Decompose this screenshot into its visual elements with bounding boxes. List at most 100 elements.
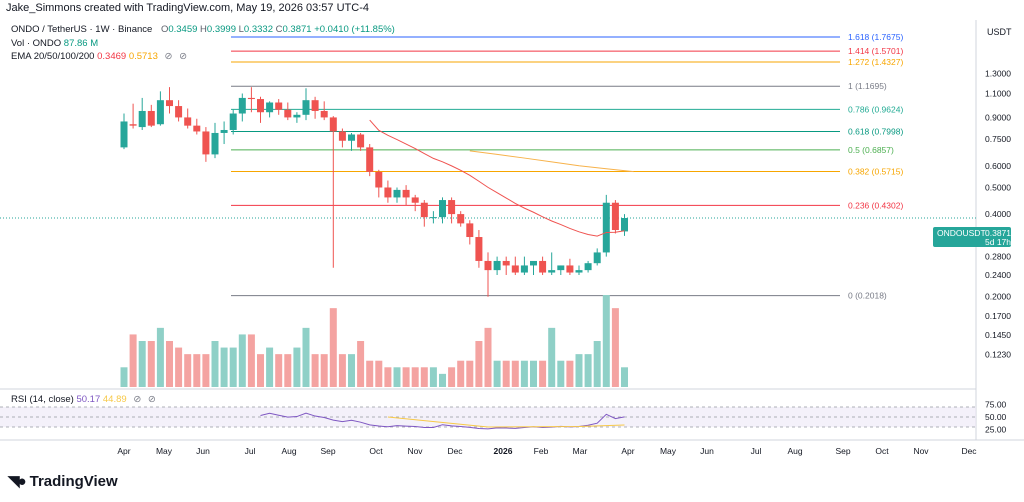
candle-body (338, 131, 346, 141)
attribution-header: Jake_Simmons created with TradingView.co… (6, 2, 369, 14)
candle-body (166, 100, 173, 107)
volume-bar (320, 354, 328, 387)
volume-bar (557, 360, 565, 387)
volume-bar (247, 334, 255, 387)
ema-value-b: 0.5713 (128, 51, 158, 62)
candle-body (357, 134, 365, 148)
x-tick-label: Aug (281, 446, 296, 456)
x-tick-label: Nov (407, 446, 423, 456)
y-tick-label: 0.9000 (985, 112, 1011, 122)
x-tick-label: Apr (621, 446, 634, 456)
high-value: 0.3999 (206, 24, 236, 35)
fib-level-label: 0 (0.2018) (848, 291, 887, 301)
candle-body (493, 260, 501, 271)
volume-label[interactable]: Vol · ONDO (11, 38, 62, 49)
volume-bar (257, 354, 264, 387)
candle-body (448, 200, 456, 215)
volume-bar (175, 347, 183, 387)
last-price-tag: ONDOUSDT 0.3871 5d 17h (933, 227, 1011, 247)
candle-body (539, 260, 547, 273)
fib-level-label: 0.236 (0.4302) (848, 200, 903, 210)
volume-bar (302, 327, 310, 387)
y-tick-label: 0.1450 (985, 330, 1011, 340)
y-tick-label: 0.2800 (985, 252, 1011, 262)
x-tick-label: Dec (961, 446, 977, 456)
fib-level-label: 0.618 (0.7998) (848, 126, 903, 136)
volume-bar (375, 360, 383, 387)
price-tag-symbol: ONDOUSDT (937, 228, 986, 238)
volume-bar (166, 341, 173, 387)
x-tick-label: Jul (751, 446, 762, 456)
volume-bar (156, 327, 164, 387)
candle-body (457, 214, 465, 224)
candle-body (530, 260, 537, 266)
candle-body (502, 260, 510, 266)
ema-value-a: 0.3469 (97, 51, 127, 62)
candle-body (348, 134, 355, 141)
volume-bar (411, 367, 419, 387)
volume-bar (211, 341, 219, 387)
candle-body (247, 97, 255, 100)
candle-body (329, 117, 337, 132)
settings-icon[interactable]: ⊘ (179, 51, 188, 62)
high-label: H (200, 24, 207, 35)
y-tick-label: 0.6000 (985, 161, 1011, 171)
rsi-legend: RSI (14, close) 50.17 44.89 ⊘ ⊘ (11, 394, 156, 405)
candle-body (211, 132, 219, 155)
fib-level-label: 1.414 (1.5701) (848, 46, 903, 56)
volume-bar (611, 308, 619, 387)
candle-body (202, 131, 210, 155)
rsi-tick-label: 75.00 (985, 400, 1007, 410)
volume-bar (429, 367, 437, 387)
volume-bar (393, 367, 401, 387)
ema-label[interactable]: EMA 20/50/100/200 (11, 51, 95, 62)
fib-level-label: 0.5 (0.6857) (848, 145, 894, 155)
x-tick-label: Dec (447, 446, 463, 456)
candle-body (511, 265, 519, 273)
volume-bar (147, 341, 155, 387)
volume-bar (575, 354, 583, 387)
candle-body (439, 200, 446, 218)
rsi-settings-icon[interactable]: ⊘ (147, 394, 156, 405)
fib-level-label: 1.618 (1.7675) (848, 32, 903, 42)
rsi-label[interactable]: RSI (14, close) (11, 394, 74, 405)
candle-body (420, 202, 428, 218)
tradingview-logo-icon: ◥● (8, 473, 27, 490)
tradingview-footer[interactable]: ◥● TradingView (8, 472, 118, 491)
volume-bar (329, 308, 337, 387)
x-tick-label: Jun (700, 446, 714, 456)
candle-body (548, 270, 556, 273)
symbol-name[interactable]: ONDO / TetherUS · 1W · Binance (11, 24, 153, 35)
candle-body (302, 100, 310, 115)
y-tick-label: 0.5000 (985, 182, 1011, 192)
candle-body (466, 223, 474, 238)
volume-bar (493, 360, 501, 387)
volume-bar (184, 354, 192, 387)
y-tick-label: 0.4000 (985, 209, 1011, 219)
candle-body (602, 202, 610, 253)
fib-level-label: 0.786 (0.9624) (848, 104, 903, 114)
candle-body (284, 109, 292, 118)
currency-label[interactable]: USDT (987, 27, 1012, 37)
volume-bar (466, 360, 474, 387)
volume-legend: Vol · ONDO 87.86 M (11, 38, 98, 49)
volume-bar (548, 327, 556, 387)
rsi-tick-label: 25.00 (985, 425, 1007, 435)
candle-body (320, 110, 328, 118)
candle-body (266, 102, 274, 113)
volume-bar (311, 354, 319, 387)
candle-body (120, 121, 128, 148)
low-value: 0.3332 (243, 24, 273, 35)
volume-value: 87.86 M (63, 38, 99, 49)
y-tick-label: 1.3000 (985, 69, 1011, 79)
candle-body (520, 265, 528, 273)
candle-body (566, 265, 574, 273)
volume-bar (584, 354, 592, 387)
symbol-legend: ONDO / TetherUS · 1W · Binance O0.3459 H… (11, 24, 395, 35)
y-tick-label: 0.7500 (985, 134, 1011, 144)
hide-icon[interactable]: ⊘ (164, 51, 173, 62)
price-tag-price: 0.3871 (985, 228, 1011, 238)
rsi-hide-icon[interactable]: ⊘ (133, 394, 142, 405)
candle-body (175, 106, 183, 118)
